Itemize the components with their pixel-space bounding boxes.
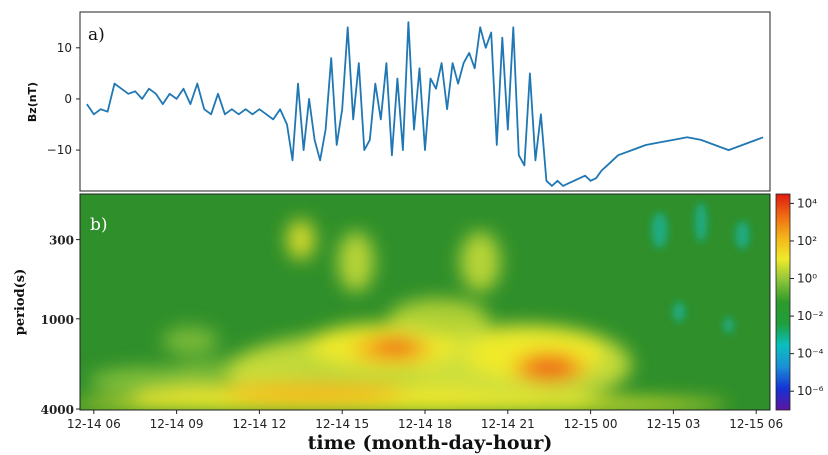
heatmap-low-power-region [672, 301, 685, 322]
heatmap-power-region [286, 219, 315, 260]
colorbar-tick-label: 10⁻⁴ [797, 347, 824, 361]
x-axis-label: time (month-day-hour) [308, 432, 553, 454]
heatmap-power-region [524, 355, 575, 380]
bz-series-line [86, 21, 764, 187]
panel-a: a) 10 0 −10 Bz(nT) [26, 11, 771, 192]
heatmap-power-region [338, 231, 374, 292]
panel-b-ytick-label: 1000 [41, 313, 74, 327]
panel-b-ylabel: period(s) [13, 269, 28, 336]
panel-a-ytick-label: 0 [64, 92, 72, 106]
x-tick-label: 12-15 03 [646, 417, 700, 431]
panel-a-frame [79, 11, 771, 192]
panel-b-ytick-label: 300 [49, 234, 74, 248]
heatmap-low-power-region [723, 317, 734, 334]
heatmap-power-region [224, 383, 405, 404]
panel-a-ytick-label: −10 [47, 143, 72, 157]
x-tick-label: 12-15 00 [564, 417, 618, 431]
heatmap-power-region [460, 231, 501, 292]
colorbar-tick-label: 10⁴ [797, 196, 817, 210]
x-tick-label: 12-14 09 [150, 417, 204, 431]
panel-b-label: b) [90, 215, 108, 235]
heatmap-power-region [372, 336, 417, 355]
x-tick-label: 12-14 15 [315, 417, 369, 431]
heatmap-low-power-region [651, 212, 668, 249]
x-tick-label: 12-14 18 [398, 417, 452, 431]
x-tick-label: 12-15 06 [729, 417, 783, 431]
heatmap-low-power-region [695, 202, 707, 243]
panel-b-ytick-label: 4000 [41, 403, 74, 417]
panel-b: b) 300 1000 4000 12-14 06 12-14 09 12-14 12 1… [13, 193, 783, 454]
panel-a-ylabel: Bz(nT) [26, 82, 39, 122]
panel-a-ytick-label: 10 [57, 41, 72, 55]
x-tick-label: 12-14 12 [232, 417, 286, 431]
heatmap-low-power-region [735, 221, 750, 250]
colorbar-tick-label: 10² [797, 234, 817, 248]
heatmap-power-region [162, 326, 219, 355]
colorbar-tick-label: 10⁻² [797, 309, 824, 323]
heatmap-power-region [388, 298, 489, 339]
panel-a-label: a) [88, 25, 105, 45]
colorbar-tick-label: 10⁻⁶ [797, 384, 824, 398]
colorbar: 10⁴ 10² 10⁰ 10⁻² 10⁻⁴ 10⁻⁶ [775, 193, 824, 411]
x-tick-label: 12-14 21 [481, 417, 535, 431]
colorbar-tick-label: 10⁰ [797, 272, 817, 286]
heatmap-power-region [80, 396, 728, 410]
x-tick-label: 12-14 06 [67, 417, 121, 431]
colorbar-bar [775, 193, 791, 411]
